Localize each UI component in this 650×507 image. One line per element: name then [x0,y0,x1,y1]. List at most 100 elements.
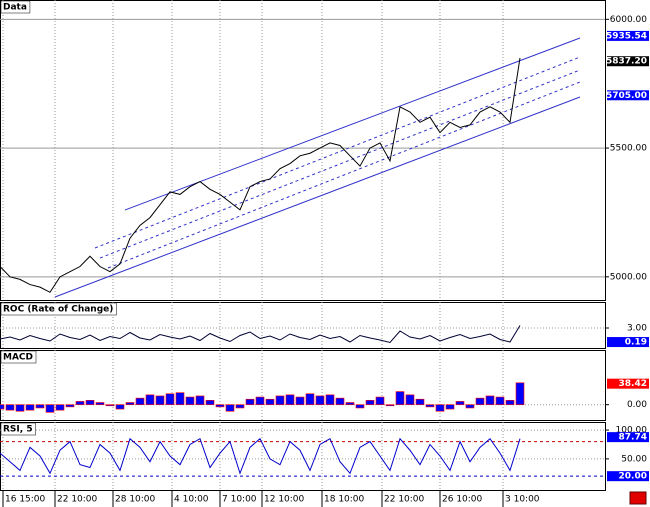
bar [365,400,375,405]
bar [385,404,395,407]
bar [145,394,155,405]
bar [375,396,385,405]
panel [0,422,606,491]
price-marker [607,30,649,41]
bar [65,404,75,408]
bar [485,395,495,405]
bar [275,395,285,405]
bar [305,393,315,405]
y-tick-label: 50.00 [621,454,647,464]
x-tick-label: 16 15:00 [5,495,46,505]
channel-mid [99,69,581,259]
bar [515,382,525,405]
x-tick-label: 12 10:00 [264,495,305,505]
price-marker [607,337,649,348]
series-line [0,57,521,293]
series-line [0,325,521,344]
bar [25,404,35,411]
panel [0,350,606,421]
bar [55,404,65,411]
bar [295,396,305,405]
bar [435,404,445,412]
y-tick-label: 100.00 [616,426,648,436]
x-tick-label: 22 10:00 [384,495,425,505]
bar [285,394,295,405]
bar [95,402,105,405]
bar [465,404,475,409]
bar [475,397,485,405]
bar [345,402,355,405]
price-marker [607,56,649,67]
price-marker [607,471,649,482]
y-tick-label: 0.00 [627,400,647,410]
bar [505,400,515,405]
bar [45,404,55,413]
bar [105,404,115,407]
x-tick-label: 22 10:00 [57,495,98,505]
y-tick-label: 5500.00 [610,144,647,154]
x-tick-label: 4 10:00 [174,495,209,505]
channel-lower [54,96,581,298]
bar [205,400,215,405]
bar [405,394,415,405]
bar [495,396,505,405]
price-marker [607,90,649,101]
bar [185,396,195,405]
price-marker-label: 0.19 [625,338,647,348]
panel-title: ROC (Rate of Change) [3,305,113,315]
panel-title-box [0,302,117,316]
series-line [0,437,521,475]
bar [445,404,455,410]
price-marker-label: 20.00 [619,472,647,482]
bar [395,391,405,405]
bar [455,401,465,405]
price-marker-label: 38.42 [619,379,647,389]
bar [265,398,275,405]
x-tick-label: 18 10:00 [324,495,365,505]
price-marker-label: 5935.54 [606,31,647,41]
panel-title-box [0,350,37,364]
x-tick-label: 26 10:00 [442,495,483,505]
bar [85,400,95,405]
bar [195,395,205,405]
y-tick-label: 3.00 [627,324,647,334]
panel-title-box [0,0,31,14]
x-tick-label: 7 10:00 [222,495,257,505]
channel [54,37,581,298]
close-button[interactable] [629,491,647,505]
x-tick-label: 3 10:00 [505,495,540,505]
channel-mid [94,56,581,249]
channel-upper [124,37,581,211]
bar [215,404,225,408]
price-marker-label: 5705.00 [606,91,647,101]
price-marker-label: 5837.20 [606,57,647,67]
bar [235,404,245,409]
bar [115,404,125,410]
bar [175,392,185,405]
bar [35,404,45,409]
bar [355,404,365,409]
bar [245,398,255,405]
bar [0,404,5,410]
bar [415,398,425,405]
bar [15,404,25,412]
bar [165,393,175,405]
bar [315,395,325,405]
bar [155,395,165,405]
price-marker [607,432,649,443]
price-marker-label: 87.74 [619,433,647,443]
bar [325,394,335,405]
price-marker [607,378,649,389]
x-tick-label: 28 10:00 [115,495,156,505]
panel-title: Data [3,3,27,13]
panel [0,0,606,301]
panel-title-box [0,422,36,436]
bar [225,404,235,412]
bar [255,396,265,405]
bar [5,404,15,411]
panel [0,302,606,349]
bar [425,404,435,408]
bar [135,397,145,405]
